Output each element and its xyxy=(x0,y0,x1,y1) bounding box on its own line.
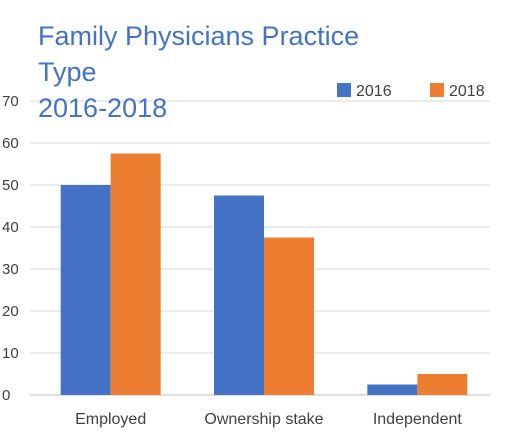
x-axis-categories: Employed Ownership stake Independent xyxy=(75,411,462,428)
y-tick-label: 10 xyxy=(2,345,19,362)
chart-title-line: Type xyxy=(38,57,97,87)
bar-2016-employed xyxy=(60,185,111,395)
x-category-label: Ownership stake xyxy=(204,411,323,428)
bar-2018-independent xyxy=(417,374,468,395)
chart-title-line: Family Physicians Practice xyxy=(38,21,359,51)
bar-2016-independent xyxy=(367,384,418,395)
y-tick-label: 20 xyxy=(2,303,19,320)
bars xyxy=(60,153,468,395)
legend: 2016 2018 xyxy=(337,83,485,100)
y-axis-ticks: 0 10 20 30 40 50 60 70 xyxy=(2,93,19,404)
y-tick-label: 0 xyxy=(2,387,10,404)
legend-label-2018: 2018 xyxy=(449,83,485,100)
bar-2016-ownership-stake xyxy=(214,195,264,395)
legend-label-2016: 2016 xyxy=(356,83,392,100)
bar-2018-ownership-stake xyxy=(264,237,314,395)
x-category-label: Employed xyxy=(75,411,146,428)
y-tick-label: 40 xyxy=(2,219,19,236)
chart-title: Family Physicians Practice Type 2016-2018 xyxy=(38,21,359,123)
chart-title-line: 2016-2018 xyxy=(38,93,167,123)
x-category-label: Independent xyxy=(373,411,463,428)
legend-swatch-2018 xyxy=(430,83,444,97)
y-tick-label: 50 xyxy=(2,177,19,194)
y-tick-label: 30 xyxy=(2,261,19,278)
legend-swatch-2016 xyxy=(337,83,351,97)
y-tick-label: 60 xyxy=(2,135,19,152)
bar-2018-employed xyxy=(110,153,161,395)
y-tick-label: 70 xyxy=(2,93,19,110)
